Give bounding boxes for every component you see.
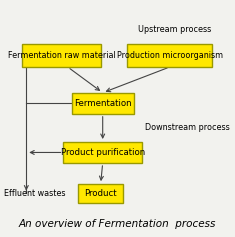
Text: Upstream process: Upstream process <box>138 25 212 34</box>
Text: Fermentation raw material: Fermentation raw material <box>8 51 115 60</box>
FancyBboxPatch shape <box>127 44 212 67</box>
Text: Product: Product <box>84 189 117 198</box>
FancyBboxPatch shape <box>72 93 134 114</box>
Text: Fermentation: Fermentation <box>74 99 132 108</box>
Text: Effluent wastes: Effluent wastes <box>4 189 65 198</box>
Text: Production microorganism: Production microorganism <box>117 51 223 60</box>
Text: An overview of Fermentation  process: An overview of Fermentation process <box>19 219 216 228</box>
FancyBboxPatch shape <box>78 184 123 203</box>
Text: Product purification: Product purification <box>61 148 145 157</box>
Text: Downstream process: Downstream process <box>145 123 230 132</box>
FancyBboxPatch shape <box>63 142 142 163</box>
FancyBboxPatch shape <box>22 44 101 67</box>
